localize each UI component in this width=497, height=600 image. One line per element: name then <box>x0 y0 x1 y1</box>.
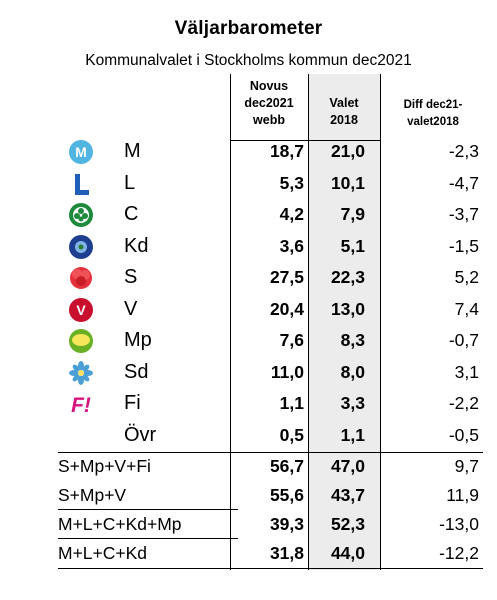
party-name: Övr <box>124 423 157 446</box>
coalition-name: M+L+C+Kd <box>58 543 148 563</box>
liberalerna-icon <box>68 171 94 197</box>
moderaterna-icon: M <box>68 139 94 165</box>
party-name: Mp <box>124 329 152 351</box>
coalition-row-rule <box>58 538 238 539</box>
novus-value: 27,5 <box>269 267 304 287</box>
novus-value: 39,3 <box>269 514 304 534</box>
novus-value: 0,5 <box>279 424 304 445</box>
diff-value: -4,7 <box>448 172 479 193</box>
valet-value: 22,3 <box>330 267 365 287</box>
diff-value: 5,2 <box>454 267 479 287</box>
valet-value: 43,7 <box>330 485 365 505</box>
coalition-name: M+L+C+Kd+Mp <box>58 514 182 534</box>
diff-value: -2,2 <box>448 393 479 413</box>
novus-value: 56,7 <box>269 456 304 476</box>
table-row: F! Fi 1,1 3,3 -2,2 <box>0 388 497 420</box>
vansterpartiet-icon: V <box>68 297 94 323</box>
header-valet: Valet 2018 <box>329 96 359 127</box>
divider-valet-right <box>380 74 381 570</box>
novus-value: 3,6 <box>279 235 304 256</box>
valet-value: 52,3 <box>330 514 365 534</box>
miljopartiet-icon <box>68 328 94 354</box>
novus-value: 4,2 <box>279 204 304 224</box>
combo-top-rule <box>58 452 483 453</box>
table-row: S+Mp+V 55,6 43,7 11,9 <box>0 480 497 512</box>
table-row: Kd 3,6 5,1 -1,5 <box>0 231 497 263</box>
party-name: Fi <box>124 392 141 414</box>
valet-value: 1,1 <box>340 424 365 445</box>
novus-value: 20,4 <box>269 298 304 319</box>
novus-value: 7,6 <box>279 330 304 350</box>
table-row: M+L+C+Kd+Mp 39,3 52,3 -13,0 <box>0 509 497 541</box>
table-row: Sd 11,0 8,0 3,1 <box>0 357 497 389</box>
party-name: V <box>124 297 138 320</box>
table-row: L 5,3 10,1 -4,7 <box>0 168 497 200</box>
diff-value: -12,2 <box>439 543 479 563</box>
diff-value: -1,5 <box>448 235 479 256</box>
party-name: L <box>124 171 136 194</box>
valet-value: 8,3 <box>340 330 365 350</box>
novus-value: 55,6 <box>269 485 304 505</box>
svg-text:V: V <box>76 302 86 318</box>
table-row: S+Mp+V+Fi 56,7 47,0 9,7 <box>0 451 497 483</box>
valet-value: 13,0 <box>330 298 365 319</box>
party-name: C <box>124 203 139 225</box>
header-diff: Diff dec21- valet2018 <box>403 99 463 128</box>
valet-value: 8,0 <box>340 361 365 382</box>
valet-value: 5,1 <box>340 235 365 256</box>
coalition-name: S+Mp+V <box>58 485 127 505</box>
table-row: Övr 0,5 1,1 -0,5 <box>0 420 497 452</box>
table-row: V V 20,4 13,0 7,4 <box>0 294 497 326</box>
party-name: Sd <box>124 360 149 383</box>
valet-value: 44,0 <box>330 543 365 563</box>
valet-value: 3,3 <box>340 393 365 413</box>
table-row: M+L+C+Kd 31,8 44,0 -12,2 <box>0 538 497 570</box>
diff-value: 3,1 <box>454 361 479 382</box>
diff-value: -0,5 <box>448 424 479 445</box>
diff-value: -3,7 <box>448 204 479 224</box>
page-title: Väljarbarometer <box>174 18 323 39</box>
valet-column-shade <box>308 74 380 570</box>
novus-value: 31,8 <box>269 543 304 563</box>
valet-value: 10,1 <box>330 172 365 193</box>
party-name: M <box>124 140 141 162</box>
sverigedemokraterna-icon <box>68 360 94 386</box>
centerpartiet-icon <box>68 202 94 228</box>
diff-value: 11,9 <box>446 485 479 505</box>
diff-value: -13,0 <box>439 514 479 534</box>
feministiskt-initiativ-icon: F! <box>68 391 94 417</box>
valet-value: 47,0 <box>330 456 365 476</box>
party-name: Kd <box>124 234 149 257</box>
divider-valet-left <box>308 74 309 570</box>
novus-value: 1,1 <box>279 393 304 413</box>
valet-value: 21,0 <box>330 141 365 161</box>
socialdemokraterna-icon <box>68 265 94 291</box>
svg-text:M: M <box>75 144 87 160</box>
header-underline <box>230 140 380 141</box>
diff-value: -0,7 <box>448 330 479 350</box>
table-bottom-rule <box>58 568 483 569</box>
coalition-name: S+Mp+V+Fi <box>58 456 151 476</box>
party-name: S <box>124 266 138 288</box>
novus-value: 18,7 <box>269 141 304 161</box>
diff-value: 9,7 <box>454 456 479 476</box>
coalition-row-rule <box>58 509 238 510</box>
divider-novus-left <box>230 74 231 570</box>
table-row: Mp 7,6 8,3 -0,7 <box>0 325 497 357</box>
header-novus: Novus dec2021 webb <box>244 79 294 127</box>
table-row: C 4,2 7,9 -3,7 <box>0 199 497 231</box>
table-row: S 27,5 22,3 5,2 <box>0 262 497 294</box>
svg-text:F!: F! <box>71 394 91 417</box>
diff-value: 7,4 <box>454 298 479 319</box>
table-row: M M 18,7 21,0 -2,3 <box>0 136 497 168</box>
novus-value: 11,0 <box>270 361 304 382</box>
diff-value: -2,3 <box>448 141 479 161</box>
valet-value: 7,9 <box>340 204 365 224</box>
page-subtitle: Kommunalvalet i Stockholms kommun dec202… <box>85 52 412 69</box>
kristdemokraterna-icon <box>68 234 94 260</box>
novus-value: 5,3 <box>279 172 304 193</box>
